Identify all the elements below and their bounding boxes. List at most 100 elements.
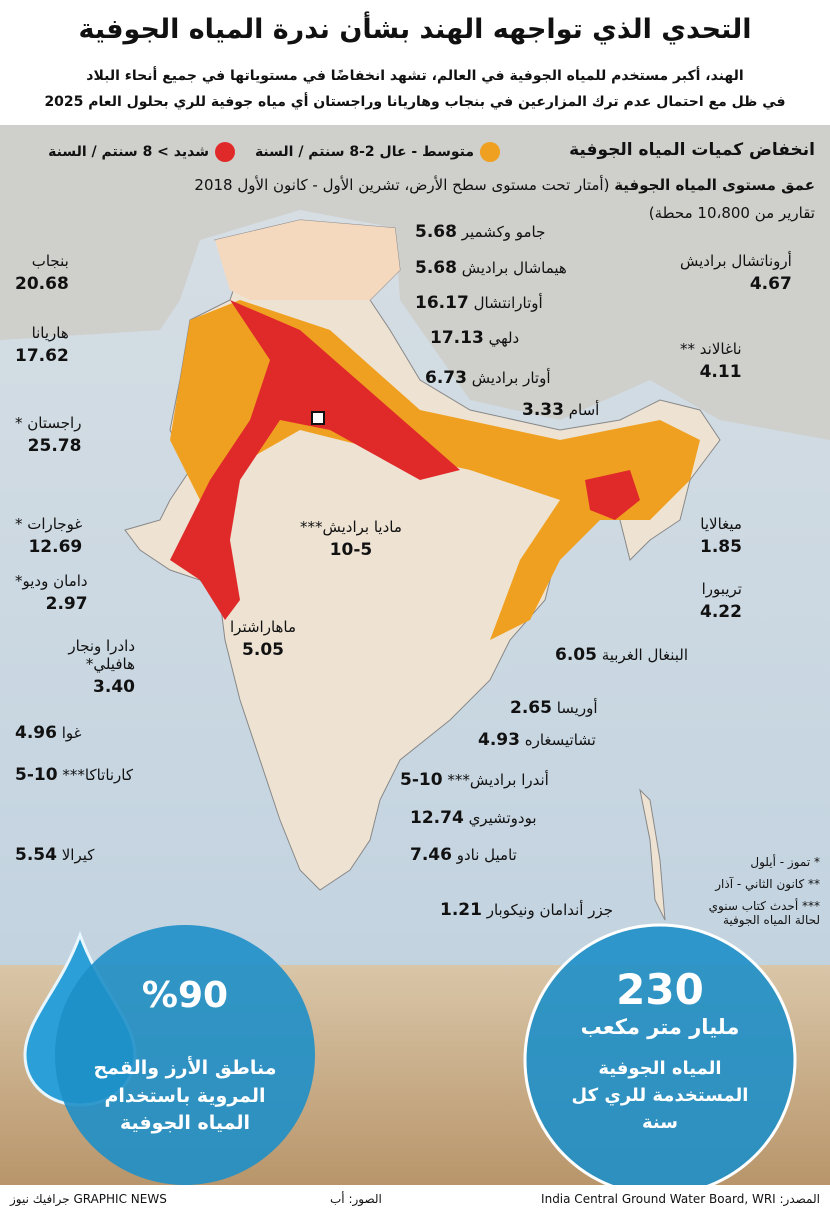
legend-label: شديد > 8 سنتم / السنة bbox=[48, 144, 209, 160]
state-name: كيرالا bbox=[61, 846, 95, 864]
state-label: هاريانا 17.62 bbox=[15, 324, 69, 366]
footer-band bbox=[0, 1185, 830, 1219]
state-name: بودوتشيري bbox=[468, 809, 537, 827]
state-label: ميغالايا 1.85 bbox=[700, 515, 742, 557]
state-name: جزر أندامان ونيكوبار bbox=[486, 901, 614, 919]
north-region bbox=[215, 220, 400, 300]
state-label: أسام 3.33 bbox=[522, 400, 599, 420]
state-label: بنجاب 20.68 bbox=[15, 252, 69, 294]
state-value: 3.33 bbox=[522, 400, 564, 420]
legend-title: انخفاض كميات المياه الجوفية bbox=[569, 140, 815, 160]
severe-decline-east bbox=[585, 470, 640, 520]
state-name: جامو وكشمير bbox=[461, 223, 546, 241]
state-name: راجستان * bbox=[15, 414, 82, 432]
state-value: 5.68 bbox=[415, 258, 457, 278]
state-value: 5.68 bbox=[415, 222, 457, 242]
legend-item: متوسط - عال 2-8 سنتم / السنة bbox=[255, 142, 500, 162]
state-name: دادرا ونجار هافيلي* bbox=[68, 637, 135, 673]
state-name: تاميل نادو bbox=[456, 846, 517, 864]
depth-title-text: عمق مستوى المياه الجوفية bbox=[614, 176, 815, 194]
state-name: ماهاراشترا bbox=[230, 618, 297, 636]
state-label: جامو وكشمير 5.68 bbox=[415, 222, 545, 242]
state-name: تريبورا bbox=[701, 580, 742, 598]
state-label: دادرا ونجار هافيلي* 3.40 bbox=[15, 637, 135, 697]
state-label: أروناتشال براديش 4.67 bbox=[680, 252, 792, 294]
title: التحدي الذي تواجهه الهند بشأن ندرة الميا… bbox=[78, 14, 752, 45]
state-value: 25.78 bbox=[27, 436, 82, 456]
andaman-islands bbox=[639, 788, 666, 921]
state-value: 2.97 bbox=[45, 594, 88, 614]
state-label: كيرالا 5.54 bbox=[15, 845, 94, 865]
legend-item: شديد > 8 سنتم / السنة bbox=[48, 142, 235, 162]
state-label: بودوتشيري 12.74 bbox=[410, 808, 537, 828]
state-value: 17.13 bbox=[430, 328, 484, 348]
state-value: 20.68 bbox=[15, 274, 69, 294]
state-label: ناغالاند ** 4.11 bbox=[680, 340, 742, 382]
state-value: 4.11 bbox=[699, 362, 742, 382]
stat-value: 230 bbox=[616, 965, 704, 1014]
state-value: 12.74 bbox=[410, 808, 464, 828]
state-label: تريبورا 4.22 bbox=[700, 580, 742, 622]
state-value: 6.73 bbox=[425, 368, 467, 388]
state-label: غوا 4.96 bbox=[15, 723, 82, 743]
state-label: غوجارات * 12.69 bbox=[15, 515, 82, 557]
state-value: 2.65 bbox=[510, 698, 552, 718]
state-label: راجستان * 25.78 bbox=[15, 414, 81, 456]
footer-credit: GRAPHIC NEWS جرافيك نيوز bbox=[10, 1192, 167, 1206]
subtitle: في ظل مع احتمال عدم ترك المزارعين في بنج… bbox=[44, 94, 786, 110]
state-label: ماديا براديش*** 10-5 bbox=[300, 518, 402, 560]
state-value: 4.22 bbox=[700, 602, 742, 622]
subtitle: الهند، أكبر مستخدم للمياه الجوفية في الع… bbox=[86, 68, 744, 84]
depth-detail: (أمتار تحت مستوى سطح الأرض، تشرين الأول … bbox=[194, 176, 610, 194]
footer-source: المصدر: India Central Ground Water Board… bbox=[541, 1192, 820, 1206]
state-name: أوتار براديش bbox=[471, 369, 551, 387]
state-label: تشاتيسغاره 4.93 bbox=[478, 730, 596, 750]
state-label: دامان وديو* 2.97 bbox=[15, 572, 88, 614]
state-name: تشاتيسغاره bbox=[524, 731, 596, 749]
note: * تموز - أيلول bbox=[750, 855, 820, 869]
stat-unit: مليار متر مكعب bbox=[580, 1015, 740, 1039]
state-value: 1.21 bbox=[440, 900, 482, 920]
state-value: 4.67 bbox=[749, 274, 792, 294]
state-label: أوتارانتشال 16.17 bbox=[415, 293, 543, 313]
delhi-marker bbox=[311, 411, 325, 425]
state-value: 12.69 bbox=[28, 537, 83, 557]
state-value: 7.46 bbox=[410, 845, 452, 865]
state-value: 10-5 bbox=[400, 770, 443, 790]
state-name: كارناتاكا*** bbox=[62, 766, 134, 784]
state-label: أوتار براديش 6.73 bbox=[425, 368, 551, 388]
state-name: ناغالاند ** bbox=[680, 340, 742, 358]
stat-text: مناطق الأرز والقمح المروية باستخدام المي… bbox=[93, 1057, 277, 1135]
stat-circle bbox=[55, 925, 315, 1185]
state-label: ماهاراشترا 5.05 bbox=[230, 618, 296, 660]
state-name: هاريانا bbox=[31, 324, 69, 342]
legend-swatch bbox=[480, 142, 500, 162]
state-label: أوريسا 2.65 bbox=[510, 698, 598, 718]
state-value: 3.40 bbox=[93, 677, 135, 697]
state-value: 4.96 bbox=[15, 723, 57, 743]
note: *** أحدث كتاب سنوي لحالة المياه الجوفية bbox=[708, 899, 820, 927]
state-value: 5.54 bbox=[15, 845, 57, 865]
state-label: دلهي 17.13 bbox=[430, 328, 519, 348]
state-label: كارناتاكا*** 10-5 bbox=[15, 765, 133, 785]
state-label: هيماشال براديش 5.68 bbox=[415, 258, 567, 278]
stat-value: %90 bbox=[141, 975, 229, 1016]
state-value: 16.17 bbox=[415, 293, 469, 313]
state-name: أسام bbox=[568, 401, 600, 419]
state-name: أوتارانتشال bbox=[473, 294, 543, 312]
legend-swatch bbox=[215, 142, 235, 162]
state-value: 6.05 bbox=[555, 645, 597, 665]
note: ** كانون الثاني - آذار bbox=[715, 877, 820, 891]
depth-title: عمق مستوى المياه الجوفية (أمتار تحت مستو… bbox=[194, 176, 815, 194]
legend-label: متوسط - عال 2-8 سنتم / السنة bbox=[254, 144, 474, 160]
state-value: 5.05 bbox=[242, 640, 284, 660]
state-label: تاميل نادو 7.46 bbox=[410, 845, 517, 865]
neighbours bbox=[0, 125, 830, 440]
state-name: دلهي bbox=[488, 329, 520, 347]
state-name: أروناتشال براديش bbox=[680, 252, 792, 270]
footer-photos: الصور: أب bbox=[330, 1192, 382, 1206]
state-name: أندرا براديش*** bbox=[447, 771, 549, 789]
state-name: أوريسا bbox=[556, 699, 598, 717]
